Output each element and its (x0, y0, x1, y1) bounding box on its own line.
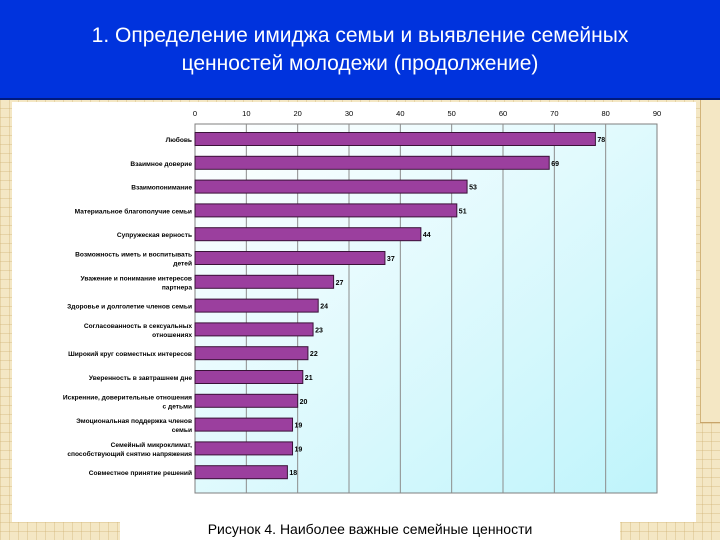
bar (194, 227, 422, 242)
data-label: 20 (300, 399, 308, 406)
bar (194, 132, 596, 146)
category-label: Здоровье и долголетие членов семьи (67, 304, 192, 311)
category-label: Супружеская верность (117, 232, 192, 239)
bar (194, 298, 319, 313)
data-label: 22 (310, 351, 318, 358)
bar (194, 179, 468, 194)
data-label: 19 (295, 446, 303, 453)
data-label: 78 (597, 137, 605, 144)
x-tick-labels: 0 10 20 30 40 50 60 70 80 90 (193, 109, 661, 118)
x-tick-label: 50 (447, 109, 455, 118)
category-label: Широкий круг совместных интересов (68, 350, 192, 358)
data-label: 21 (305, 375, 313, 382)
data-label: 37 (387, 256, 395, 263)
x-tick-label: 90 (653, 109, 661, 118)
x-tick-label: 20 (293, 109, 301, 118)
bar (194, 370, 304, 384)
figure-caption: Рисунок 4. Наиболее важные семейные ценн… (120, 518, 620, 540)
side-bar (700, 100, 720, 422)
bar (194, 393, 299, 408)
data-label: 53 (469, 185, 477, 192)
bar (194, 465, 288, 480)
bar (194, 203, 458, 218)
bar (194, 346, 309, 361)
data-label: 51 (459, 208, 467, 215)
bar (194, 251, 386, 265)
slide-title-line-1: 1. Определение имиджа семьи и выявление … (91, 24, 629, 47)
slide-title-line-2: ценностей молодежи (продолжение) (181, 52, 539, 75)
category-label: Взаимное доверие (130, 161, 192, 168)
category-label: Искренние, доверительные отношения с деть… (63, 394, 192, 410)
x-tick-label: 80 (601, 109, 609, 118)
data-label: 24 (320, 304, 328, 311)
x-tick-label: 70 (550, 109, 558, 118)
data-label: 69 (551, 161, 559, 168)
data-labels: 78 69 53 51 44 37 27 24 23 22 21 20 19 19 18 (289, 137, 605, 477)
data-label: 27 (336, 280, 344, 287)
category-label: Уверенность в завтрашнем дне (89, 375, 192, 382)
side-rule (700, 422, 720, 423)
x-tick-label: 60 (499, 109, 507, 118)
bar (194, 274, 335, 289)
x-tick-label: 0 (193, 109, 197, 118)
category-label: Совместное принятие решений (89, 469, 192, 477)
chart-panel: 0 10 20 30 40 50 60 70 80 90 Любовь Взаимное довер… (12, 102, 696, 522)
x-tick-label: 40 (396, 109, 404, 118)
category-label: Материальное благополучие семьи (75, 207, 192, 215)
category-label: Семейный микроклимат, способствующий снят… (67, 441, 192, 458)
slide-header: 1. Определение имиджа семьи и выявление … (0, 0, 720, 100)
slide-title: 1. Определение имиджа семьи и выявление … (40, 22, 680, 78)
category-label: Уважение и понимание интересов партнера (81, 275, 193, 291)
category-label: Эмоциональная поддержка членов семьи (76, 418, 192, 434)
x-tick-label: 30 (345, 109, 353, 118)
bar (194, 155, 550, 170)
x-tick-label: 10 (242, 109, 250, 118)
bar (194, 417, 294, 432)
data-label: 23 (315, 327, 323, 334)
data-label: 44 (423, 232, 431, 239)
bars (194, 132, 596, 480)
category-labels: Любовь Взаимное доверие Взаимопонимание Мат… (63, 136, 192, 477)
data-label: 19 (295, 423, 303, 430)
bar-chart: 0 10 20 30 40 50 60 70 80 90 Любовь Взаимное довер… (63, 109, 661, 494)
bar (194, 441, 294, 456)
category-label: Любовь (166, 136, 192, 144)
bar (194, 322, 314, 337)
category-label: Взаимопонимание (131, 185, 192, 192)
category-label: Возможность иметь и воспитывать детей (75, 252, 192, 268)
data-label: 18 (289, 470, 297, 477)
category-label: Согласованность в сексуальных отношениях (84, 323, 192, 339)
